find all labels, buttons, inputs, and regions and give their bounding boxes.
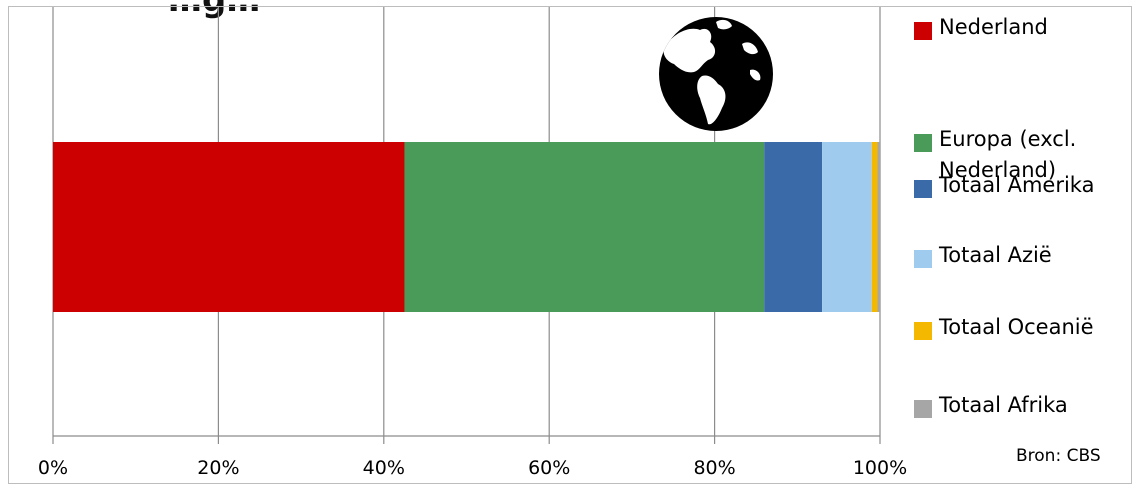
bar-segment (404, 142, 765, 312)
x-tick-label: 40% (363, 457, 405, 479)
legend-label: Totaal Afrika (939, 393, 1068, 417)
legend-swatch (914, 134, 932, 152)
legend-swatch (914, 250, 932, 268)
source-note: Bron: CBS (1016, 446, 1101, 466)
legend-label: Nederland (939, 15, 1048, 39)
chart-title: …g… (168, 0, 261, 20)
bar-segment (764, 142, 823, 312)
bar-segment (53, 142, 405, 312)
x-tick-label: 100% (853, 457, 907, 479)
x-tick-label: 20% (197, 457, 239, 479)
x-tick-label: 80% (693, 457, 735, 479)
x-tick-label: 60% (528, 457, 570, 479)
x-tick-label: 0% (38, 457, 68, 479)
legend-swatch (914, 22, 932, 40)
legend-label: Totaal Oceanië (939, 315, 1094, 339)
bar-segment (877, 142, 880, 312)
legend-swatch (914, 180, 932, 198)
globe-icon (656, 14, 776, 134)
legend-swatch (914, 322, 932, 340)
legend-label: Totaal Azië (939, 243, 1052, 267)
legend-label: Europa (excl. Nederland) (939, 127, 1077, 182)
bar-segment (822, 142, 872, 312)
legend-swatch (914, 400, 932, 418)
legend-label: Totaal Amerika (939, 173, 1095, 197)
bar-segment (871, 142, 878, 312)
